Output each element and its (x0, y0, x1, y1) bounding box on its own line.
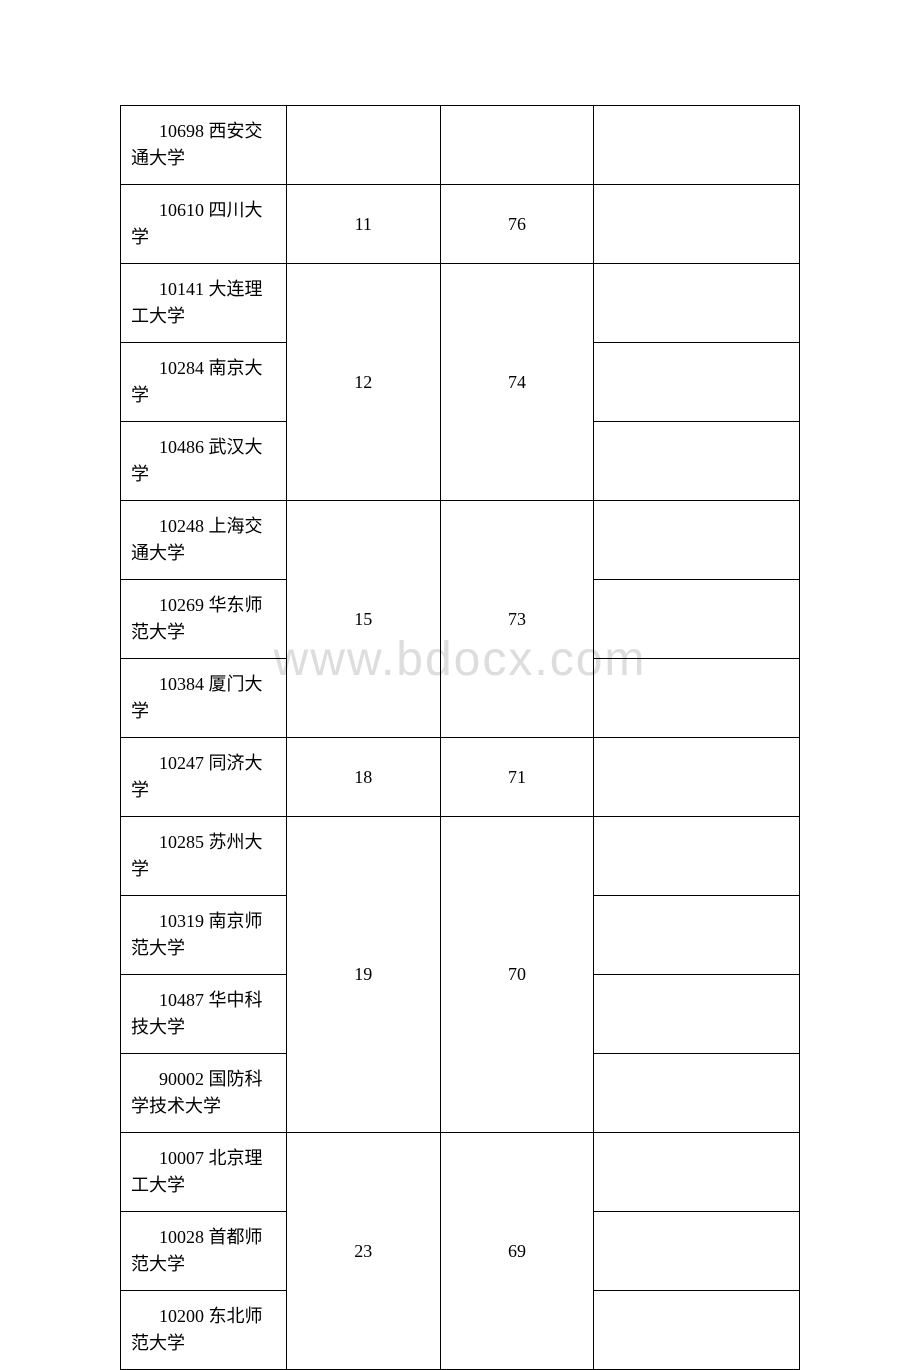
rank-cell (286, 106, 440, 185)
extra-cell (594, 1291, 800, 1370)
extra-cell (594, 422, 800, 501)
university-cell: 10486 武汉大学 (121, 422, 287, 501)
table-row: 10285 苏州大学1970 (121, 817, 800, 896)
university-cell: 10007 北京理工大学 (121, 1133, 287, 1212)
university-cell: 10200 东北师范大学 (121, 1291, 287, 1370)
university-cell: 90002 国防科学技术大学 (121, 1054, 287, 1133)
university-cell: 10698 西安交通大学 (121, 106, 287, 185)
table-row: 10141 大连理工大学1274 (121, 264, 800, 343)
university-cell: 10285 苏州大学 (121, 817, 287, 896)
university-cell: 10610 四川大学 (121, 185, 287, 264)
university-cell: 10319 南京师范大学 (121, 896, 287, 975)
score-cell: 70 (440, 817, 594, 1133)
extra-cell (594, 343, 800, 422)
extra-cell (594, 580, 800, 659)
extra-cell (594, 817, 800, 896)
extra-cell (594, 659, 800, 738)
ranking-table: 10698 西安交通大学10610 四川大学117610141 大连理工大学12… (120, 105, 800, 1370)
university-cell: 10487 华中科技大学 (121, 975, 287, 1054)
extra-cell (594, 106, 800, 185)
rank-cell: 15 (286, 501, 440, 738)
table-row: 10007 北京理工大学2369 (121, 1133, 800, 1212)
table-row: 10610 四川大学1176 (121, 185, 800, 264)
extra-cell (594, 975, 800, 1054)
score-cell (440, 106, 594, 185)
extra-cell (594, 1212, 800, 1291)
university-cell: 10247 同济大学 (121, 738, 287, 817)
extra-cell (594, 185, 800, 264)
table-row: 10247 同济大学1871 (121, 738, 800, 817)
extra-cell (594, 1054, 800, 1133)
university-cell: 10269 华东师范大学 (121, 580, 287, 659)
table-body: 10698 西安交通大学10610 四川大学117610141 大连理工大学12… (121, 106, 800, 1370)
rank-cell: 19 (286, 817, 440, 1133)
table-row: 10248 上海交通大学1573 (121, 501, 800, 580)
ranking-table-container: 10698 西安交通大学10610 四川大学117610141 大连理工大学12… (120, 105, 800, 1370)
university-cell: 10028 首都师范大学 (121, 1212, 287, 1291)
extra-cell (594, 264, 800, 343)
score-cell: 74 (440, 264, 594, 501)
rank-cell: 11 (286, 185, 440, 264)
score-cell: 69 (440, 1133, 594, 1370)
university-cell: 10248 上海交通大学 (121, 501, 287, 580)
rank-cell: 23 (286, 1133, 440, 1370)
extra-cell (594, 738, 800, 817)
university-cell: 10384 厦门大学 (121, 659, 287, 738)
score-cell: 76 (440, 185, 594, 264)
rank-cell: 12 (286, 264, 440, 501)
university-cell: 10141 大连理工大学 (121, 264, 287, 343)
score-cell: 71 (440, 738, 594, 817)
extra-cell (594, 896, 800, 975)
rank-cell: 18 (286, 738, 440, 817)
extra-cell (594, 501, 800, 580)
table-row: 10698 西安交通大学 (121, 106, 800, 185)
extra-cell (594, 1133, 800, 1212)
score-cell: 73 (440, 501, 594, 738)
university-cell: 10284 南京大学 (121, 343, 287, 422)
